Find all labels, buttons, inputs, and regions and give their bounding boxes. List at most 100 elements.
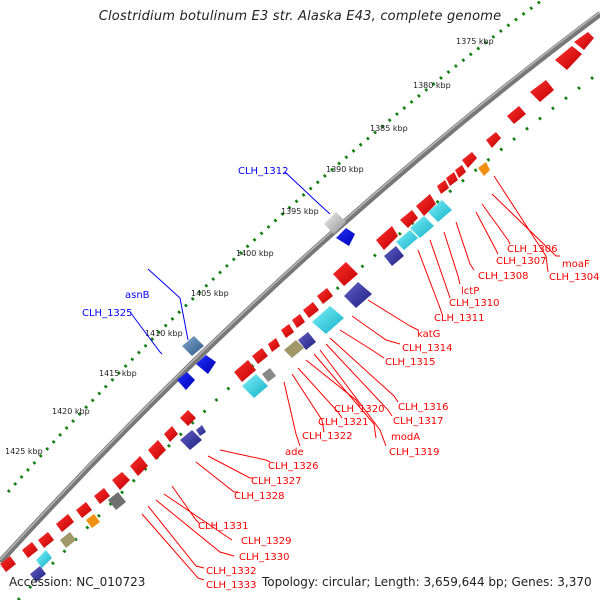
gene-box xyxy=(196,425,206,436)
gene-box xyxy=(180,430,202,450)
gene-label: CLH_1332 xyxy=(206,566,257,577)
red-gene-labels: CLH_1306 moaF CLH_1307 CLH_1304 CLH_1308… xyxy=(198,244,600,591)
gene-label: CLH_1306 xyxy=(507,244,558,255)
gene-box xyxy=(410,216,434,238)
gene-arrow xyxy=(437,180,449,194)
gene-label: ade xyxy=(285,447,304,458)
gene-box xyxy=(262,368,276,382)
gene-arrow xyxy=(292,314,305,328)
tick-labels: 1375 kbp 1380 kbp 1385 kbp 1390 kbp 1395… xyxy=(5,37,494,456)
gene-box xyxy=(60,532,76,548)
gene-arrow xyxy=(234,360,256,382)
gene-arrow xyxy=(376,226,398,250)
gene-arrow xyxy=(268,338,280,352)
gene-label: CLH_1304 xyxy=(549,272,600,283)
tick-label: 1395 kbp xyxy=(281,207,319,216)
gene-label: moaF xyxy=(562,259,590,270)
gene-arrow xyxy=(0,556,16,572)
tick-label: 1415 kbp xyxy=(99,369,137,378)
gene-box xyxy=(242,374,268,398)
gene-label: CLH_1320 xyxy=(334,404,385,415)
gene-arrow xyxy=(333,262,358,286)
gene-box xyxy=(396,230,418,250)
gene-arrow xyxy=(130,456,148,476)
map-title: Clostridium botulinum E3 str. Alaska E43… xyxy=(98,9,502,24)
gene-box xyxy=(384,246,404,266)
gene-arrow xyxy=(281,324,294,338)
gene-box xyxy=(30,566,46,582)
tick-label: 1425 kbp xyxy=(5,447,43,456)
gene-arrow xyxy=(400,210,418,228)
gene-arrow xyxy=(112,472,130,490)
gene-arrow xyxy=(76,502,92,518)
inner-dotted-ring xyxy=(16,70,600,600)
gene-arrow xyxy=(446,172,458,186)
tick-label: 1410 kbp xyxy=(145,329,183,338)
gene-arrow xyxy=(530,80,554,102)
gene-label: CLH_1317 xyxy=(393,416,444,427)
gene-arrow xyxy=(180,410,196,426)
tick-label: 1400 kbp xyxy=(236,249,274,258)
gene-box xyxy=(108,492,126,510)
gene-label: lctP xyxy=(461,286,479,297)
gene-arrow xyxy=(555,46,582,70)
gene-arrow xyxy=(177,372,195,390)
gene-arrow xyxy=(486,132,501,148)
gene-arrow xyxy=(94,488,110,504)
tick-label: 1375 kbp xyxy=(456,37,494,46)
gene-label: CLH_1333 xyxy=(206,580,257,591)
red-callout-lines xyxy=(141,175,560,581)
gene-arrow xyxy=(22,542,38,558)
gene-label: CLH_1315 xyxy=(385,357,436,368)
tick-label: 1385 kbp xyxy=(370,124,408,133)
gene-label: CLH_1327 xyxy=(251,476,302,487)
gene-arrow xyxy=(416,194,436,216)
gene-arrow xyxy=(303,302,319,318)
gene-arrow xyxy=(196,355,216,374)
gene-label-asnb: asnB xyxy=(125,290,150,301)
genome-backbone xyxy=(0,11,600,565)
gene-arrow xyxy=(336,228,355,246)
gene-label: katG xyxy=(417,329,440,340)
gene-box xyxy=(284,340,304,358)
gene-label: CLH_1328 xyxy=(234,491,285,502)
gene-label: CLH_1308 xyxy=(478,271,529,282)
tick-label: 1420 kbp xyxy=(52,407,90,416)
gene-label-clh-1312: CLH_1312 xyxy=(238,166,289,177)
gene-label: CLH_1316 xyxy=(398,402,449,413)
gene-label: CLH_1319 xyxy=(389,447,440,458)
gene-box xyxy=(86,514,100,528)
gene-label: CLH_1321 xyxy=(318,417,369,428)
gene-box xyxy=(312,306,344,334)
gene-arrow xyxy=(38,532,54,548)
gene-arrow xyxy=(455,165,466,178)
topology-text: Topology: circular; Length: 3,659,644 bp… xyxy=(262,575,592,589)
gene-label: CLH_1326 xyxy=(268,461,319,472)
gene-arrow xyxy=(182,336,204,356)
gene-box xyxy=(428,200,452,222)
forward-strand-genes xyxy=(177,212,355,390)
gene-label: CLH_1314 xyxy=(402,343,453,354)
gene-arrow xyxy=(574,32,594,50)
gene-label: CLH_1329 xyxy=(241,536,292,547)
gene-box xyxy=(344,282,372,308)
gene-arrow xyxy=(56,514,74,532)
gene-arrow xyxy=(252,348,268,364)
gene-label: CLH_1331 xyxy=(198,521,249,532)
gene-arrow xyxy=(462,152,477,168)
tick-label: 1405 kbp xyxy=(191,289,229,298)
gene-label-clh-1325: CLH_1325 xyxy=(82,308,133,319)
gene-arrow xyxy=(478,162,490,176)
blue-callout-lines xyxy=(129,171,331,355)
blue-gene-labels: CLH_1312 asnB CLH_1325 xyxy=(82,166,289,319)
gene-label: CLH_1310 xyxy=(449,298,500,309)
reverse-strand-genes xyxy=(0,32,594,582)
gene-label: CLH_1322 xyxy=(302,431,353,442)
gene-arrow xyxy=(317,288,333,304)
gene-arrow xyxy=(507,106,526,124)
gene-arrow xyxy=(164,426,178,442)
gene-label: modA xyxy=(391,432,420,443)
gene-arrow xyxy=(148,440,166,460)
gene-arrow xyxy=(324,212,346,234)
